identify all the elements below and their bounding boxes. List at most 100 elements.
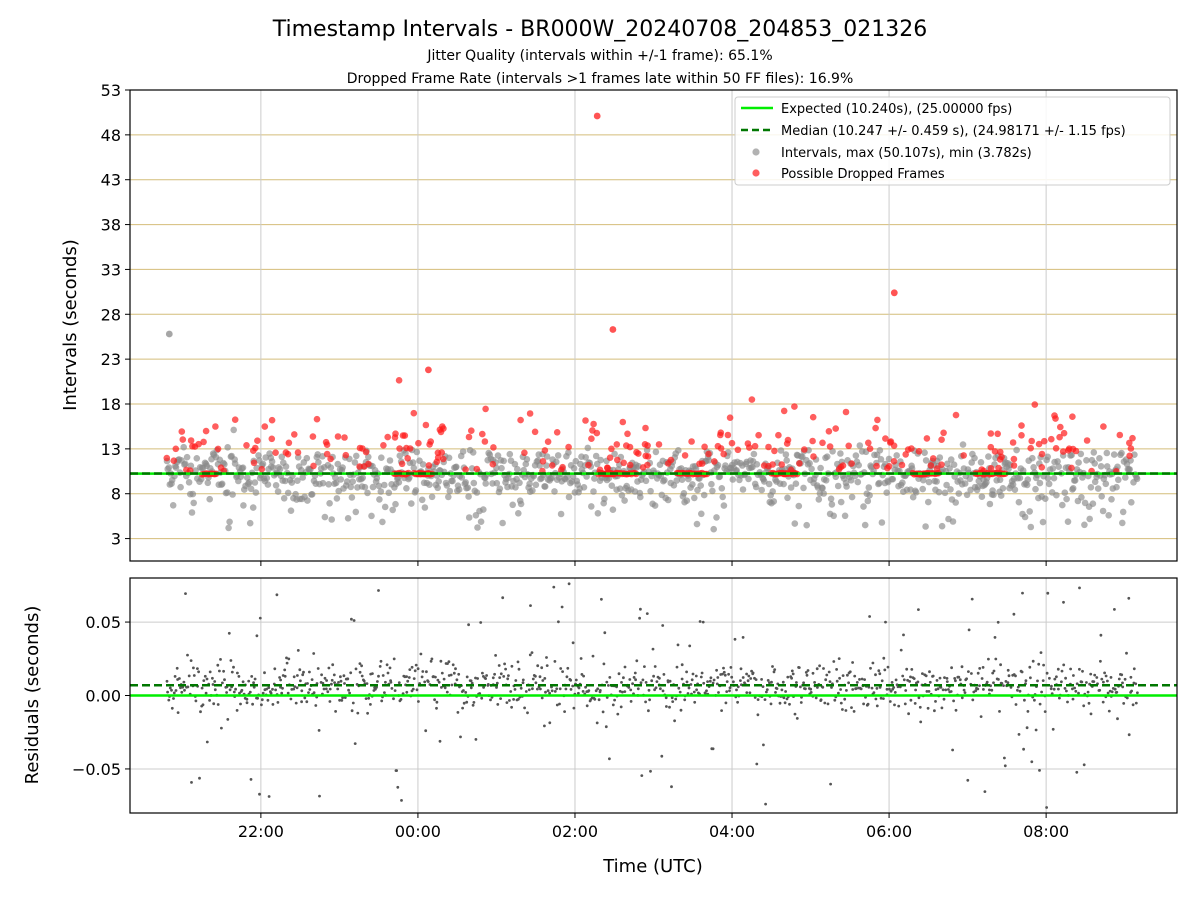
residual-point-856 [921, 672, 924, 675]
interval-point-602 [745, 475, 752, 483]
interval-point-357 [512, 484, 519, 491]
residual-point-870 [934, 700, 937, 703]
interval-point-143 [303, 454, 311, 462]
residual-point-586 [683, 698, 687, 702]
interval-point-894 [1026, 508, 1033, 515]
residual-point-467 [577, 686, 581, 690]
residual-point-916 [974, 689, 978, 693]
residual-point-776 [851, 661, 854, 664]
interval-point-309 [465, 514, 473, 521]
dropped-frame-point-385 [553, 429, 561, 436]
interval-point-881 [1013, 446, 1020, 454]
dropped-frame-point-262 [608, 445, 615, 453]
dropped-frame-point-308 [696, 460, 703, 468]
residual-point-721 [802, 681, 805, 685]
residual-point-547 [648, 698, 651, 702]
residual-point-51 [211, 676, 214, 680]
residual-point-1099 [1136, 691, 1139, 695]
dropped-frame-point-393 [582, 417, 589, 424]
residual-point-304 [434, 675, 437, 679]
residual-point-633 [724, 701, 728, 705]
interval-point-504 [652, 448, 660, 456]
residual-point-258 [393, 689, 397, 692]
residual-point-210 [350, 709, 354, 713]
residual-point-116 [267, 795, 271, 798]
interval-point-814 [949, 518, 957, 525]
residual-point-852 [917, 696, 921, 700]
interval-point-42 [206, 495, 213, 503]
residual-point-825 [893, 691, 897, 694]
residual-point-962 [1014, 703, 1018, 706]
interval-point-122 [281, 477, 289, 485]
interval-point-448 [597, 456, 604, 464]
interval-point-709 [847, 477, 855, 484]
residual-point-443 [557, 620, 560, 624]
interval-point-739 [876, 447, 884, 454]
residual-point-372 [494, 654, 497, 657]
residual-point-450 [563, 710, 566, 713]
interval-point-738 [876, 479, 883, 487]
residual-point-739 [818, 664, 821, 668]
interval-point-940 [1075, 459, 1082, 466]
residual-point-1077 [1116, 717, 1119, 721]
interval-point-534 [680, 490, 688, 497]
interval-point-677 [817, 464, 824, 472]
dropped-frame-point-200 [565, 443, 572, 451]
dropped-frame-point-381 [313, 415, 321, 423]
residual-point-935 [991, 671, 995, 675]
interval-point-302 [459, 448, 467, 455]
residual-point-948 [1003, 756, 1006, 760]
residual-point-485 [593, 697, 597, 701]
residual-point-772 [847, 681, 850, 685]
interval-point-964 [1098, 493, 1105, 500]
interval-point-722 [860, 503, 867, 510]
interval-point-827 [961, 480, 969, 487]
residual-point-1069 [1109, 676, 1113, 679]
residual-point-221 [360, 674, 364, 678]
interval-point-264 [421, 504, 429, 511]
interval-point-783 [920, 476, 927, 484]
interval-point-21 [183, 453, 191, 461]
residual-point-154 [301, 673, 305, 677]
residual-point-266 [400, 799, 403, 802]
residual-point-315 [443, 686, 447, 690]
intervals-y-axis-label: Intervals (seconds) [60, 239, 81, 411]
interval-point-968 [1102, 480, 1110, 488]
residual-point-851 [917, 608, 920, 611]
residual-point-919 [976, 671, 980, 675]
interval-point-351 [506, 450, 514, 458]
residual-point-166 [312, 652, 316, 655]
residual-point-61 [219, 658, 222, 661]
residual-point-357 [481, 671, 484, 675]
interval-point-897 [1030, 464, 1037, 471]
residual-point-668 [755, 762, 759, 766]
residual-point-140 [289, 697, 293, 701]
residual-point-669 [756, 713, 760, 717]
residual-point-245 [381, 674, 385, 677]
residual-point-850 [916, 680, 920, 684]
residual-point-517 [622, 676, 625, 680]
interval-point-683 [822, 477, 830, 484]
residual-point-21 [184, 592, 187, 595]
residual-point-1005 [1052, 687, 1056, 691]
interval-point-379 [532, 481, 540, 489]
interval-point-183 [343, 478, 351, 485]
interval-point-751 [889, 475, 897, 483]
dropped-frame-point-376 [395, 377, 403, 384]
residual-point-652 [741, 636, 745, 639]
residual-point-374 [495, 681, 499, 685]
dropped-frame-point-281 [1126, 452, 1133, 460]
dropped-frame-point-276 [178, 428, 186, 435]
residual-point-639 [729, 666, 733, 669]
dropped-frame-point-322 [1051, 412, 1058, 419]
interval-point-960 [1094, 485, 1102, 492]
dropped-frame-point-286 [760, 462, 768, 469]
interval-point-785 [922, 523, 929, 530]
residual-point-348 [472, 701, 476, 704]
dropped-frame-point-287 [902, 451, 909, 458]
outlier-point-2 [593, 112, 601, 120]
dropped-frame-point-4 [243, 442, 250, 449]
dropped-frame-point-361 [585, 461, 592, 469]
dropped-frame-point-43 [1056, 433, 1063, 441]
residual-point-984 [1034, 728, 1038, 732]
